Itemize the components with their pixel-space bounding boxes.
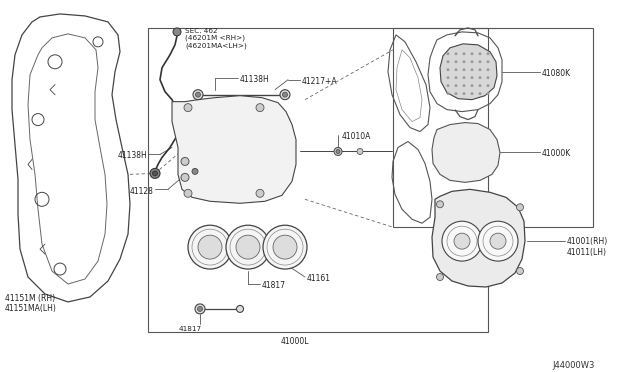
Circle shape — [184, 104, 192, 112]
Circle shape — [273, 235, 297, 259]
Circle shape — [463, 84, 465, 87]
Circle shape — [479, 77, 481, 79]
Circle shape — [455, 61, 457, 63]
Circle shape — [447, 68, 449, 71]
Text: 41138H: 41138H — [117, 151, 147, 160]
Circle shape — [471, 84, 473, 87]
Text: J44000W3: J44000W3 — [552, 361, 595, 370]
Circle shape — [479, 68, 481, 71]
Circle shape — [280, 90, 290, 100]
Circle shape — [336, 150, 340, 154]
Text: 41000K: 41000K — [542, 150, 572, 158]
Circle shape — [463, 61, 465, 63]
Circle shape — [236, 235, 260, 259]
Circle shape — [436, 201, 444, 208]
Circle shape — [479, 52, 481, 55]
Text: 41817: 41817 — [179, 326, 202, 332]
Text: 41010A: 41010A — [342, 132, 371, 141]
Circle shape — [181, 157, 189, 166]
Circle shape — [471, 93, 473, 95]
Circle shape — [198, 235, 222, 259]
Polygon shape — [440, 44, 497, 100]
Circle shape — [463, 93, 465, 95]
Circle shape — [487, 84, 489, 87]
Circle shape — [181, 173, 189, 182]
Circle shape — [447, 77, 449, 79]
Text: 41128: 41128 — [130, 187, 154, 196]
Circle shape — [487, 77, 489, 79]
Circle shape — [282, 92, 287, 97]
Circle shape — [487, 52, 489, 55]
Bar — [393, 28, 593, 227]
Circle shape — [237, 305, 243, 312]
Circle shape — [436, 273, 444, 280]
Circle shape — [479, 84, 481, 87]
Circle shape — [173, 28, 181, 36]
Text: 41001(RH)
41011(LH): 41001(RH) 41011(LH) — [567, 237, 608, 257]
Circle shape — [226, 225, 270, 269]
Circle shape — [263, 225, 307, 269]
Circle shape — [447, 84, 449, 87]
Circle shape — [195, 92, 200, 97]
Circle shape — [455, 93, 457, 95]
Circle shape — [490, 233, 506, 249]
Circle shape — [471, 68, 473, 71]
Circle shape — [455, 52, 457, 55]
Text: 41080K: 41080K — [542, 69, 571, 78]
Circle shape — [479, 93, 481, 95]
Bar — [148, 28, 488, 332]
Circle shape — [256, 189, 264, 197]
Circle shape — [442, 221, 482, 261]
Polygon shape — [432, 189, 525, 287]
Text: SEC. 462
(46201M <RH>)
(46201MA<LH>): SEC. 462 (46201M <RH>) (46201MA<LH>) — [185, 28, 247, 49]
Circle shape — [516, 204, 524, 211]
Circle shape — [455, 68, 457, 71]
Circle shape — [487, 61, 489, 63]
Circle shape — [152, 171, 157, 176]
Circle shape — [463, 52, 465, 55]
Circle shape — [455, 77, 457, 79]
Circle shape — [471, 52, 473, 55]
Circle shape — [463, 77, 465, 79]
Circle shape — [192, 169, 198, 174]
Circle shape — [454, 233, 470, 249]
Circle shape — [198, 307, 202, 311]
Circle shape — [256, 104, 264, 112]
Circle shape — [463, 68, 465, 71]
Circle shape — [516, 267, 524, 275]
Text: 41000L: 41000L — [281, 337, 309, 346]
Circle shape — [479, 61, 481, 63]
Polygon shape — [432, 122, 500, 182]
Circle shape — [471, 61, 473, 63]
Text: 41161: 41161 — [307, 274, 331, 283]
Circle shape — [195, 304, 205, 314]
Circle shape — [334, 147, 342, 155]
Circle shape — [193, 90, 203, 100]
Circle shape — [447, 93, 449, 95]
Text: 41138H: 41138H — [240, 75, 269, 84]
Circle shape — [188, 225, 232, 269]
Polygon shape — [172, 96, 296, 203]
Circle shape — [150, 169, 160, 179]
Circle shape — [447, 61, 449, 63]
Circle shape — [487, 93, 489, 95]
Text: 41151M (RH)
41151MA(LH): 41151M (RH) 41151MA(LH) — [5, 294, 57, 313]
Circle shape — [184, 189, 192, 197]
Circle shape — [478, 221, 518, 261]
Circle shape — [471, 77, 473, 79]
Circle shape — [487, 68, 489, 71]
Text: 41817: 41817 — [262, 281, 286, 290]
Circle shape — [455, 84, 457, 87]
Circle shape — [357, 148, 363, 154]
Text: 41217+A: 41217+A — [302, 77, 338, 86]
Circle shape — [447, 52, 449, 55]
